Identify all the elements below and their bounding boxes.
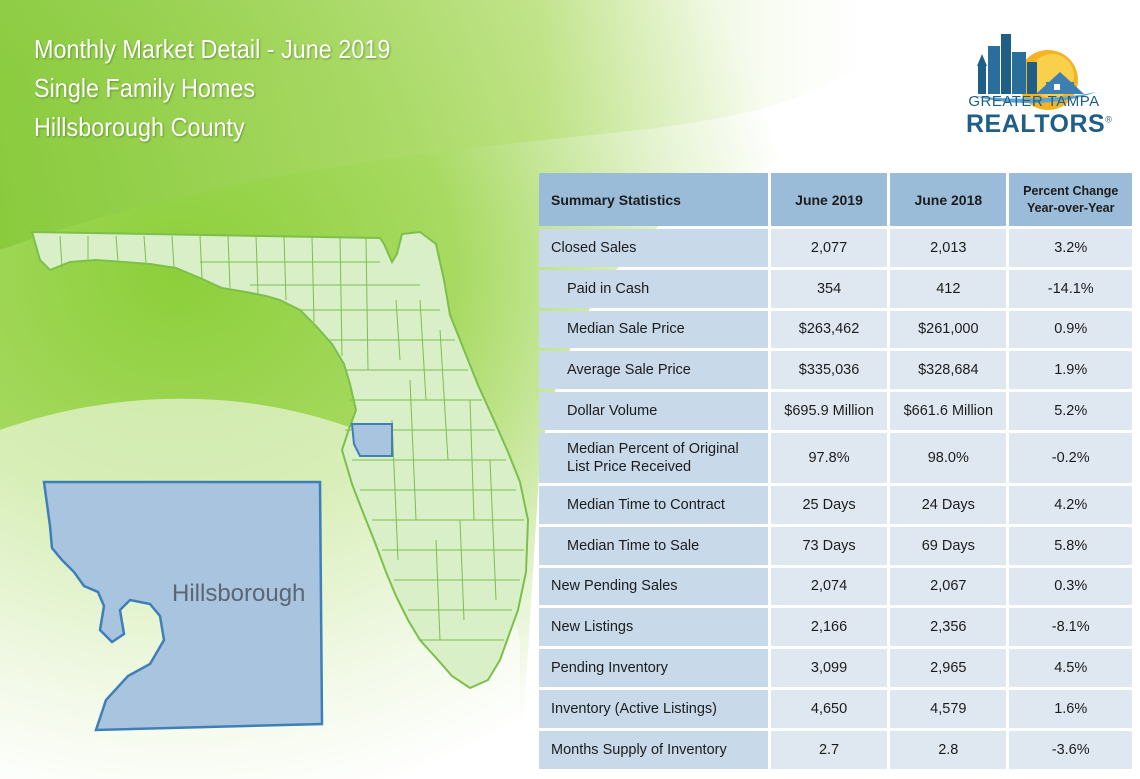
value-percent-change: 5.8%: [1009, 526, 1132, 565]
table-row: Median Sale Price $263,462 $261,000 0.9%: [539, 310, 1132, 349]
row-label: New Pending Sales: [539, 567, 768, 606]
value-june-2018: 98.0%: [890, 432, 1007, 483]
county-label: Hillsborough: [172, 580, 306, 607]
value-percent-change: -0.2%: [1009, 432, 1132, 483]
value-june-2018: $661.6 Million: [890, 392, 1007, 430]
value-june-2019: 2.7: [770, 730, 888, 769]
header-june-2018: June 2018: [890, 173, 1007, 226]
table-row: New Listings 2,166 2,356 -8.1%: [539, 608, 1132, 647]
value-percent-change: 1.9%: [1009, 351, 1132, 390]
table-row: Paid in Cash 354 412 -14.1%: [539, 269, 1132, 308]
row-label: Closed Sales: [539, 229, 768, 267]
table-row: Inventory (Active Listings) 4,650 4,579 …: [539, 689, 1132, 728]
value-june-2019: 2,077: [770, 229, 888, 267]
value-june-2018: 2,965: [890, 649, 1007, 687]
value-june-2018: 2.8: [890, 730, 1007, 769]
value-june-2019: 354: [770, 269, 888, 308]
header-summary-statistics: Summary Statistics: [539, 173, 768, 226]
table-row: New Pending Sales 2,074 2,067 0.3%: [539, 567, 1132, 606]
value-june-2018: 2,013: [890, 229, 1007, 267]
table-row: Months Supply of Inventory 2.7 2.8 -3.6%: [539, 730, 1132, 769]
row-label: Median Percent of Original List Price Re…: [539, 432, 768, 483]
value-june-2018: 24 Days: [890, 485, 1007, 524]
logo-text-realtors: REALTORS®: [966, 110, 1113, 138]
row-label: Median Sale Price: [539, 310, 768, 349]
value-june-2018: 4,579: [890, 689, 1007, 728]
value-june-2018: 69 Days: [890, 526, 1007, 565]
value-june-2019: 25 Days: [770, 485, 888, 524]
row-label: New Listings: [539, 608, 768, 647]
value-percent-change: 4.2%: [1009, 485, 1132, 524]
value-june-2019: 97.8%: [770, 432, 888, 483]
value-june-2019: $335,036: [770, 351, 888, 390]
table-row: Median Percent of Original List Price Re…: [539, 432, 1132, 483]
value-june-2019: 4,650: [770, 689, 888, 728]
row-label: Inventory (Active Listings): [539, 689, 768, 728]
hillsborough-state-marker: [350, 423, 393, 457]
row-label: Paid in Cash: [539, 269, 768, 308]
registered-mark: ®: [1105, 114, 1113, 125]
value-june-2019: 2,166: [770, 608, 888, 647]
table-header-row: Summary Statistics June 2019 June 2018 P…: [539, 173, 1132, 226]
table-row: Median Time to Contract 25 Days 24 Days …: [539, 485, 1132, 524]
table-row: Closed Sales 2,077 2,013 3.2%: [539, 229, 1132, 267]
value-june-2019: $263,462: [770, 310, 888, 349]
row-label: Average Sale Price: [539, 351, 768, 390]
row-label: Pending Inventory: [539, 649, 768, 687]
row-label: Dollar Volume: [539, 392, 768, 430]
table-row: Average Sale Price $335,036 $328,684 1.9…: [539, 351, 1132, 390]
value-june-2019: 3,099: [770, 649, 888, 687]
florida-state-outline: [30, 230, 530, 690]
value-percent-change: 5.2%: [1009, 392, 1132, 430]
value-june-2019: 2,074: [770, 567, 888, 606]
value-percent-change: -3.6%: [1009, 730, 1132, 769]
value-june-2018: $328,684: [890, 351, 1007, 390]
table-row: Dollar Volume $695.9 Million $661.6 Mill…: [539, 392, 1132, 430]
report-header: Monthly Market Detail - June 2019 Single…: [34, 30, 430, 147]
row-label: Median Time to Sale: [539, 526, 768, 565]
logo-text-greater-tampa: GREATER TAMPA: [968, 93, 1100, 110]
value-june-2019: $695.9 Million: [770, 392, 888, 430]
report-title: Monthly Market Detail - June 2019: [34, 34, 391, 64]
city-skyline-sun-house-icon: [974, 34, 1096, 110]
value-june-2018: 2,067: [890, 567, 1007, 606]
table-row: Median Time to Sale 73 Days 69 Days 5.8%: [539, 526, 1132, 565]
value-percent-change: 0.3%: [1009, 567, 1132, 606]
header-percent-change: Percent Change Year-over-Year: [1009, 173, 1132, 226]
value-june-2018: $261,000: [890, 310, 1007, 349]
summary-statistics-table: Summary Statistics June 2019 June 2018 P…: [536, 170, 1135, 772]
value-percent-change: 3.2%: [1009, 229, 1132, 267]
report-subtitle-county: Hillsborough County: [34, 112, 245, 142]
row-label: Median Time to Contract: [539, 485, 768, 524]
value-percent-change: 0.9%: [1009, 310, 1132, 349]
value-june-2019: 73 Days: [770, 526, 888, 565]
row-label: Months Supply of Inventory: [539, 730, 768, 769]
value-june-2018: 2,356: [890, 608, 1007, 647]
value-june-2018: 412: [890, 269, 1007, 308]
hillsborough-county-shape: [42, 480, 324, 732]
header-june-2019: June 2019: [770, 173, 888, 226]
florida-county-map: [30, 230, 530, 732]
value-percent-change: -14.1%: [1009, 269, 1132, 308]
value-percent-change: 1.6%: [1009, 689, 1132, 728]
table-row: Pending Inventory 3,099 2,965 4.5%: [539, 649, 1132, 687]
report-subtitle-property-type: Single Family Homes: [34, 73, 256, 103]
value-percent-change: -8.1%: [1009, 608, 1132, 647]
value-percent-change: 4.5%: [1009, 649, 1132, 687]
